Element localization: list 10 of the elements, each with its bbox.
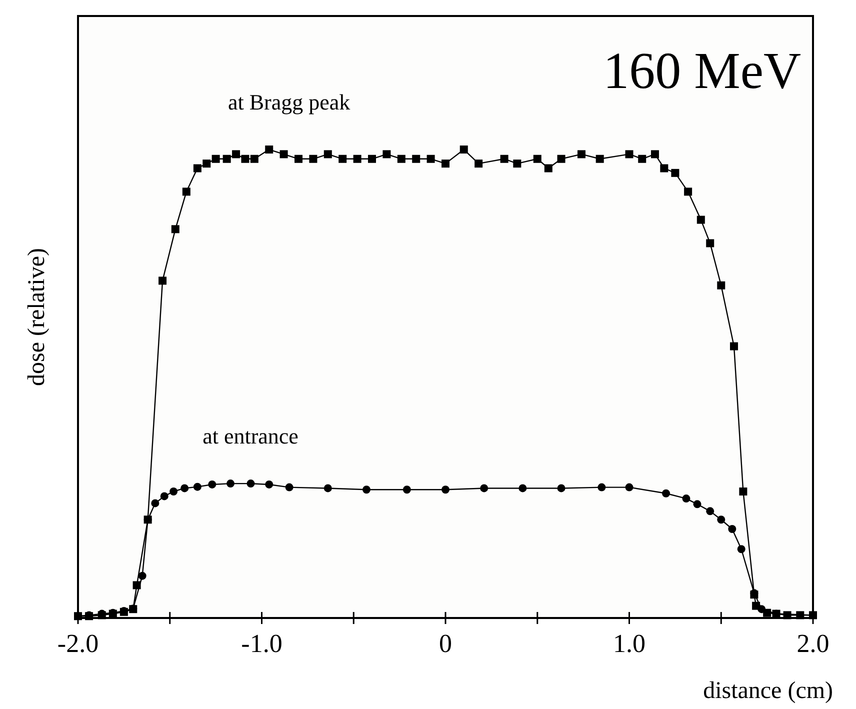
x-tick-label: -2.0 bbox=[57, 629, 99, 658]
x-tick-label: 1.0 bbox=[613, 629, 646, 658]
x-axis-title: distance (cm) bbox=[703, 678, 833, 704]
y-axis-title: dose (relative) bbox=[24, 248, 50, 386]
series-label: at entrance bbox=[202, 424, 298, 449]
text: 160 MeV bbox=[603, 43, 801, 100]
x-tick-label: -1.0 bbox=[241, 629, 282, 658]
x-tick-label: 0 bbox=[439, 629, 452, 658]
x-tick-label: 2.0 bbox=[796, 629, 830, 658]
series-label: at Bragg peak bbox=[228, 90, 350, 115]
